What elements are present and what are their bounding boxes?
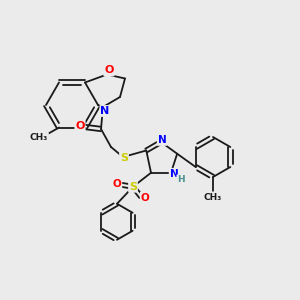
Text: O: O <box>141 193 149 203</box>
Text: S: S <box>129 182 137 192</box>
Text: CH₃: CH₃ <box>204 193 222 202</box>
Text: H: H <box>177 175 185 184</box>
Text: O: O <box>104 65 114 76</box>
Text: S: S <box>120 153 128 163</box>
Text: O: O <box>112 179 122 189</box>
Text: N: N <box>100 106 109 116</box>
Text: N: N <box>158 135 166 145</box>
Text: O: O <box>75 121 85 131</box>
Text: N: N <box>169 169 178 179</box>
Text: CH₃: CH₃ <box>30 133 48 142</box>
